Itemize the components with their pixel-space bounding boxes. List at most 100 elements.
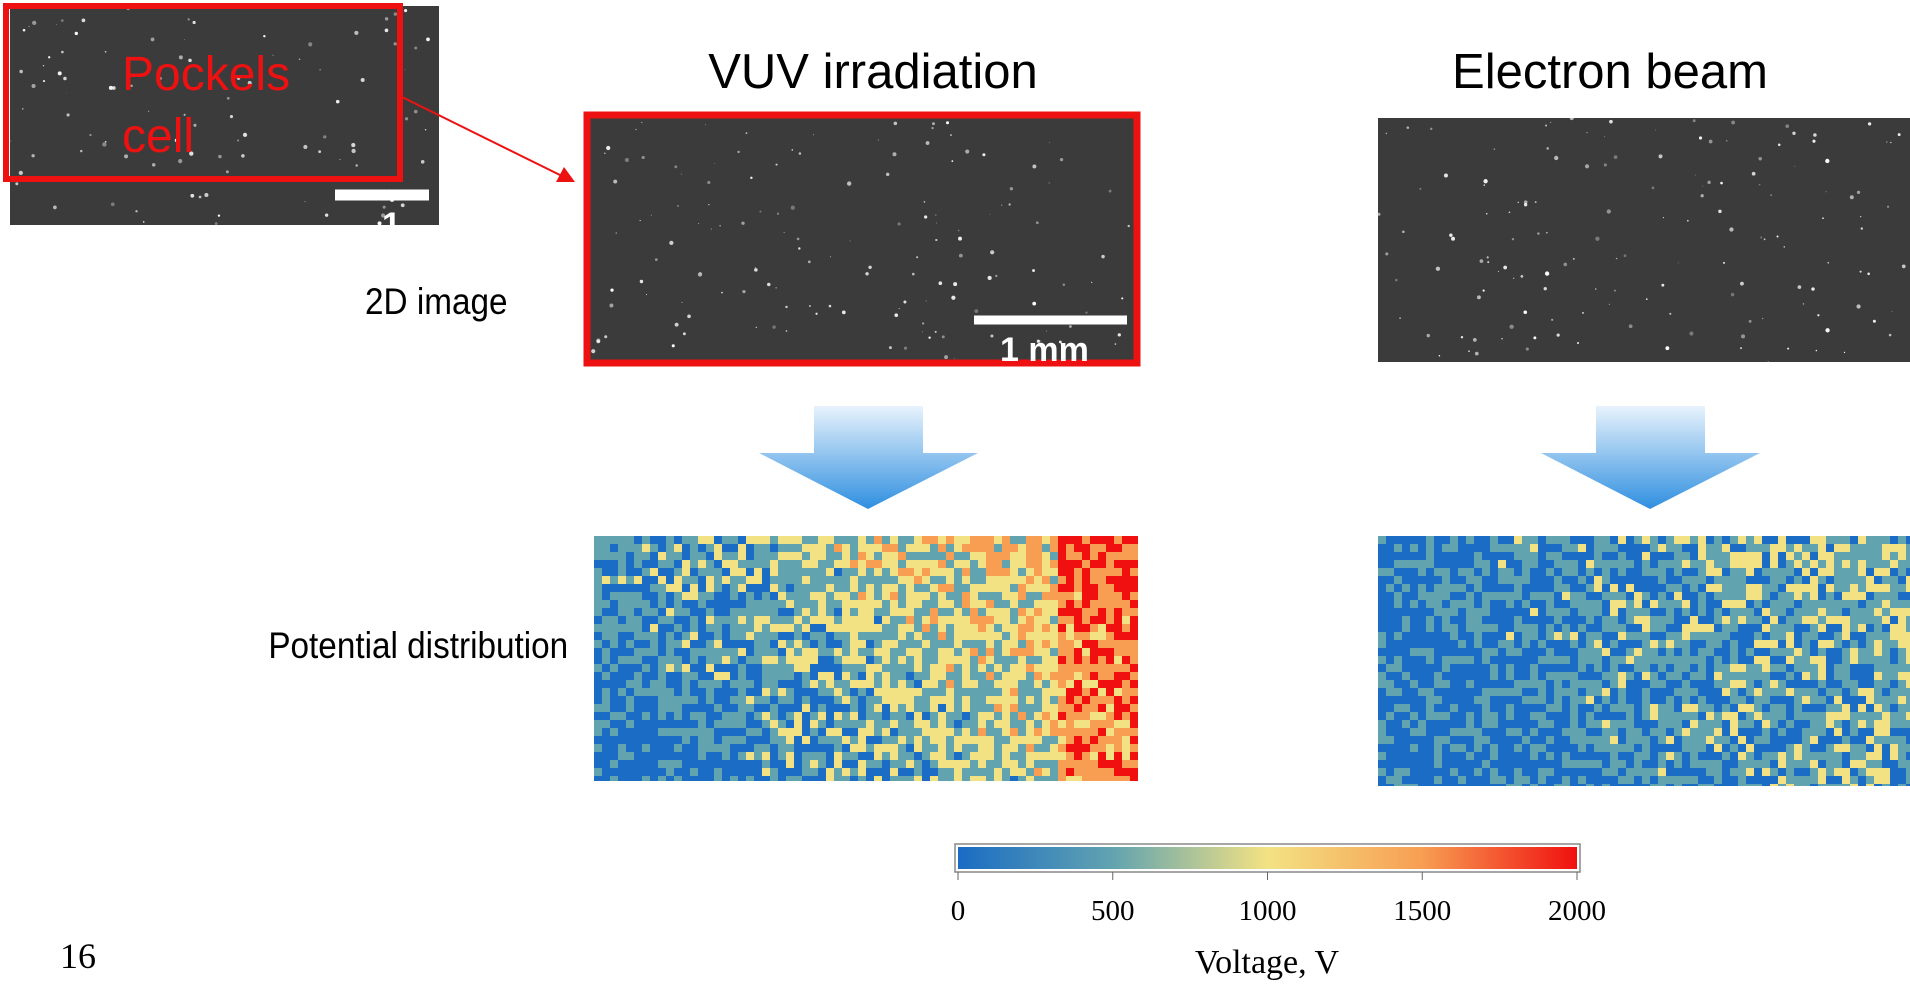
map-pixel (1562, 728, 1570, 736)
map-pixel (1906, 672, 1910, 680)
map-pixel (722, 728, 730, 736)
map-pixel (1674, 720, 1682, 728)
map-pixel (1010, 576, 1018, 584)
map-pixel (730, 680, 738, 688)
map-pixel (1522, 584, 1530, 592)
map-pixel (1834, 736, 1842, 744)
map-pixel (1634, 776, 1642, 784)
map-pixel (1522, 728, 1530, 736)
map-pixel (1586, 584, 1594, 592)
map-pixel (1634, 696, 1642, 704)
map-pixel (1626, 656, 1634, 664)
map-pixel (1026, 768, 1034, 776)
map-pixel (610, 608, 618, 616)
map-pixel (850, 680, 858, 688)
map-pixel (818, 616, 826, 624)
map-pixel (1666, 784, 1674, 786)
map-pixel (1538, 720, 1546, 728)
map-pixel (1810, 704, 1818, 712)
speck (31, 154, 34, 157)
map-pixel (906, 768, 914, 776)
map-pixel (658, 600, 666, 608)
map-pixel (610, 728, 618, 736)
map-pixel (730, 624, 738, 632)
map-pixel (1506, 624, 1514, 632)
speck (808, 260, 811, 263)
map-pixel (1530, 656, 1538, 664)
map-pixel (1818, 768, 1826, 776)
map-pixel (938, 696, 946, 704)
map-pixel (1418, 544, 1426, 552)
map-pixel (946, 704, 954, 712)
map-pixel (938, 704, 946, 712)
map-pixel (770, 608, 778, 616)
map-pixel (1642, 632, 1650, 640)
speck (1741, 334, 1745, 338)
map-pixel (1866, 672, 1874, 680)
map-pixel (970, 544, 978, 552)
map-pixel (1826, 720, 1834, 728)
speck (1822, 217, 1824, 219)
map-pixel (922, 744, 930, 752)
map-pixel (1090, 776, 1098, 781)
map-pixel (714, 752, 722, 760)
map-pixel (818, 776, 826, 781)
map-pixel (1506, 736, 1514, 744)
map-pixel (746, 600, 754, 608)
map-pixel (906, 576, 914, 584)
map-pixel (1418, 568, 1426, 576)
map-pixel (1458, 712, 1466, 720)
speck (1554, 156, 1558, 160)
map-pixel (1666, 696, 1674, 704)
map-pixel (778, 768, 786, 776)
speck (935, 239, 937, 241)
map-pixel (914, 624, 922, 632)
scale-label: 1 mm (1000, 333, 1089, 367)
map-pixel (834, 688, 842, 696)
map-pixel (890, 752, 898, 760)
map-pixel (818, 704, 826, 712)
map-pixel (626, 552, 634, 560)
map-pixel (1834, 688, 1842, 696)
map-pixel (802, 680, 810, 688)
map-pixel (938, 592, 946, 600)
map-pixel (826, 760, 834, 768)
map-pixel (1738, 664, 1746, 672)
map-pixel (922, 752, 930, 760)
map-pixel (1690, 744, 1698, 752)
map-pixel (1682, 584, 1690, 592)
map-pixel (1890, 696, 1898, 704)
map-pixel (1122, 728, 1130, 736)
map-pixel (666, 744, 674, 752)
map-pixel (1018, 600, 1026, 608)
map-pixel (1818, 624, 1826, 632)
map-pixel (1834, 608, 1842, 616)
map-pixel (1578, 768, 1586, 776)
map-pixel (922, 728, 930, 736)
map-pixel (866, 568, 874, 576)
map-pixel (1890, 584, 1898, 592)
speck (1740, 282, 1744, 286)
map-pixel (1626, 584, 1634, 592)
map-pixel (1082, 664, 1090, 672)
map-pixel (1410, 664, 1418, 672)
map-pixel (1898, 752, 1906, 760)
map-pixel (1466, 688, 1474, 696)
speck (1729, 227, 1733, 231)
map-pixel (930, 680, 938, 688)
speck (1749, 320, 1752, 323)
map-pixel (1602, 784, 1610, 786)
map-pixel (1522, 552, 1530, 560)
map-pixel (954, 568, 962, 576)
map-pixel (1514, 696, 1522, 704)
map-pixel (1882, 568, 1890, 576)
map-pixel (1602, 696, 1610, 704)
map-pixel (922, 688, 930, 696)
map-pixel (1114, 744, 1122, 752)
map-pixel (722, 672, 730, 680)
map-pixel (1626, 752, 1634, 760)
map-pixel (1874, 776, 1882, 784)
map-pixel (754, 608, 762, 616)
map-pixel (1050, 544, 1058, 552)
map-pixel (834, 672, 842, 680)
